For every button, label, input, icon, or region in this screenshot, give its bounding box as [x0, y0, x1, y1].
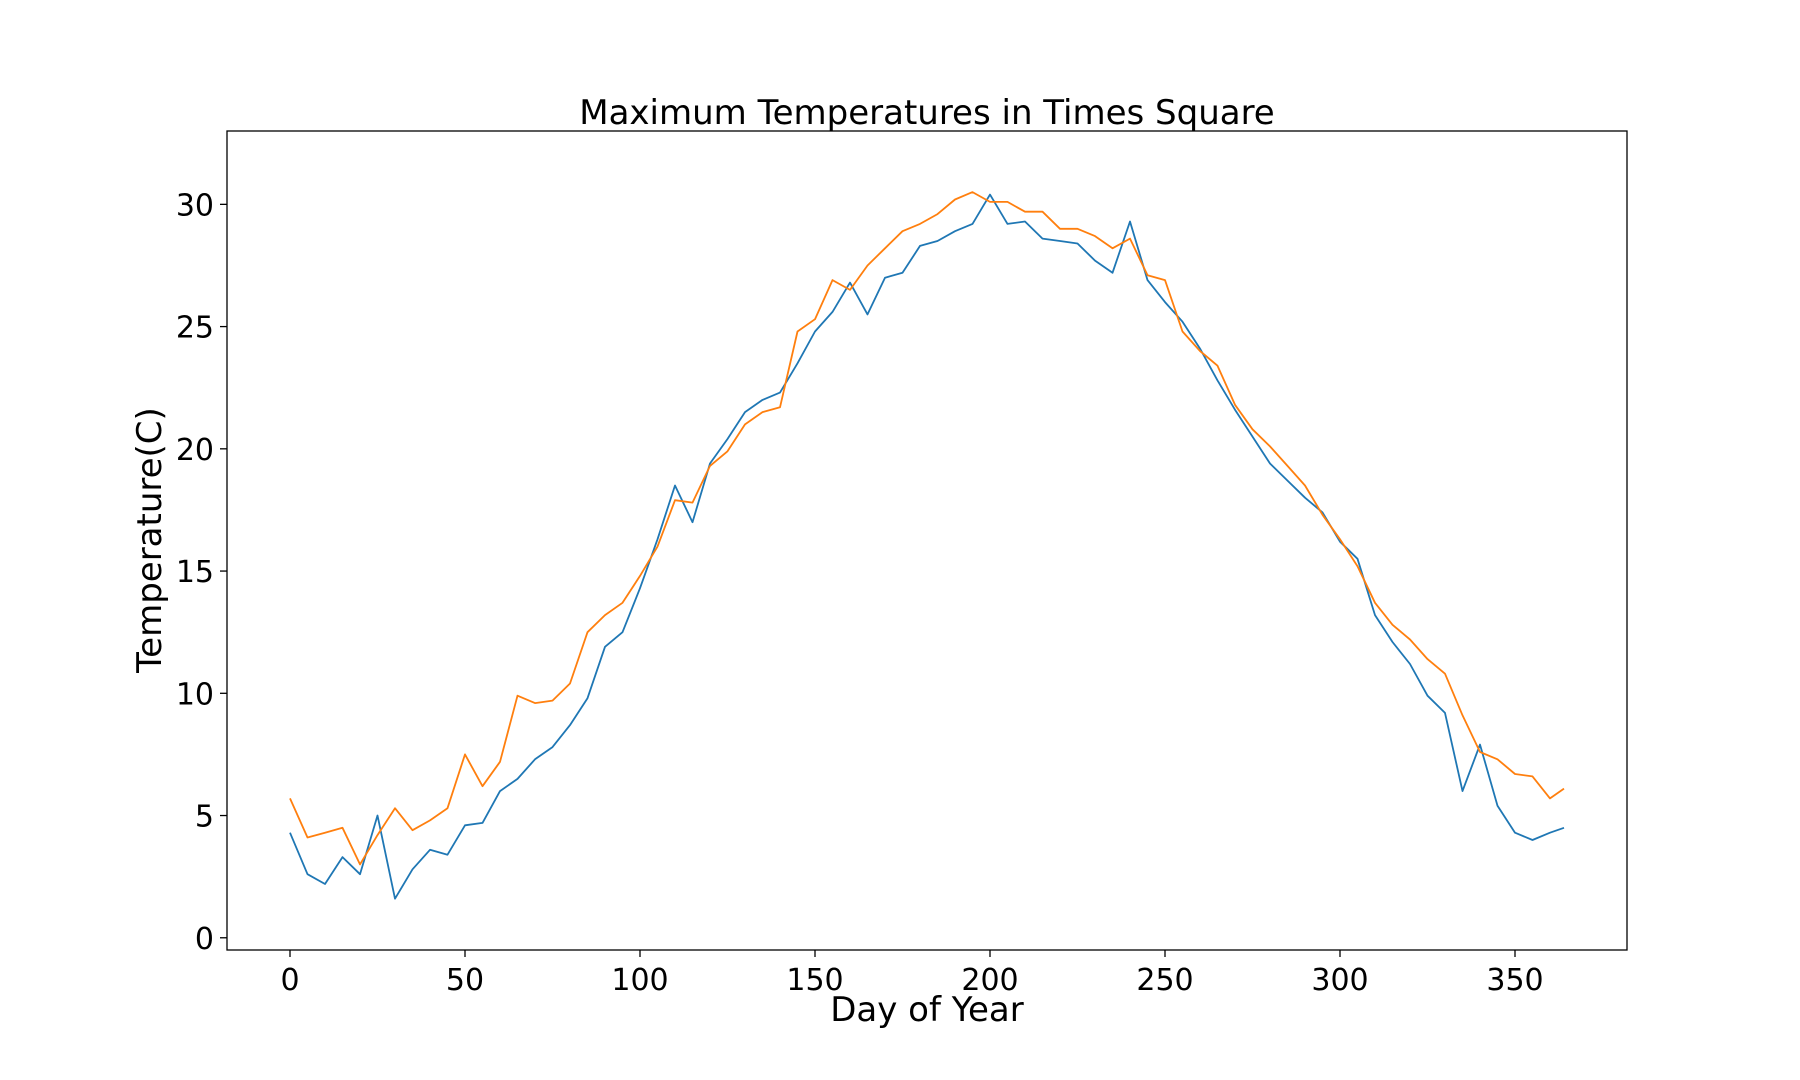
y-tick-label: 25	[176, 311, 214, 346]
x-tick-label: 300	[1311, 963, 1368, 998]
series-line-2	[289, 191, 1565, 866]
x-tick-label: 350	[1486, 963, 1543, 998]
x-tick-label: 200	[961, 963, 1018, 998]
x-tick-label: 100	[611, 963, 668, 998]
y-axis-label: Temperature(C)	[130, 407, 170, 674]
y-tick-label: 20	[176, 433, 214, 468]
y-tick-label: 0	[195, 922, 214, 957]
y-axis: 0 5 10 15 20 25 30	[176, 188, 227, 957]
x-tick-label: 250	[1136, 963, 1193, 998]
x-axis-label: Day of Year	[830, 990, 1024, 1030]
y-tick-label: 30	[176, 188, 214, 223]
series-line-1	[289, 193, 1565, 900]
y-tick-label: 10	[176, 677, 214, 712]
x-tick-label: 50	[446, 963, 484, 998]
plot-area	[289, 191, 1565, 900]
y-tick-label: 5	[195, 800, 214, 835]
y-tick-label: 15	[176, 555, 214, 590]
x-tick-label: 0	[280, 963, 299, 998]
x-axis: 0 50 100 150 200 250 300 350	[280, 950, 1544, 998]
chart-title: Maximum Temperatures in Times Square	[579, 93, 1274, 133]
axes-frame	[226, 130, 1628, 951]
x-tick-label: 150	[786, 963, 843, 998]
